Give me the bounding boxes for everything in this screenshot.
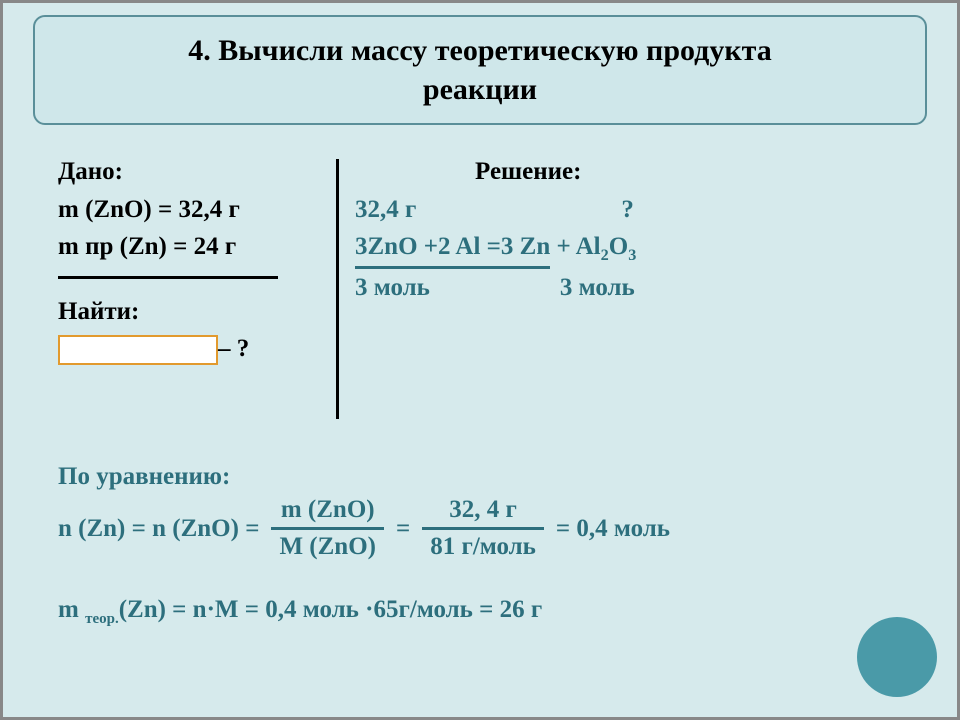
reaction-equation: 3ZnO +2 Al =3 Zn + Al2O3 [355,228,636,269]
mole-left: 3 моль [355,274,430,301]
find-header: Найти: [58,293,328,331]
calc-equation: n (Zn) = n (ZnO) = m (ZnO) M (ZnO) = 32,… [58,495,902,562]
given-block: Дано: m (ZnO) = 32,4 г m пр (Zn) = 24 г … [58,153,328,368]
solution-header: Решение: [355,153,636,191]
eq-sub-3: 3 [628,246,636,264]
given-divider [58,276,278,279]
eq-plus-al: + Al [550,233,600,260]
f2-num: 32, 4 г [441,495,525,527]
f1-den: M (ZnO) [271,527,384,562]
mole-row: 3 моль 3 моль [355,269,636,307]
top-right-q: ? [621,196,634,223]
title-line-2: реакции [423,70,537,109]
fraction-1: m (ZnO) M (ZnO) [271,495,384,562]
eq-zn-underlined: 3 Zn [501,228,550,269]
f1-num: m (ZnO) [273,495,383,527]
mass-sub: теор. [85,611,119,627]
calc-lhs: n (Zn) = n (ZnO) = [58,515,259,543]
eq-sub-2: 2 [601,246,609,264]
eq-left-underlined: 3ZnO +2 Al = [355,228,501,269]
vertical-divider [336,159,339,419]
f2-den: 81 г/моль [422,527,544,562]
given-header: Дано: [58,153,328,191]
mass-b: (Zn) = n·M = 0,4 моль ·65г/моль = 26 г [119,596,543,623]
calc-eq1: = [396,515,410,543]
calculation-block: По уравнению: n (Zn) = n (ZnO) = m (ZnO)… [58,463,902,624]
mass-result: m теор.(Zn) = n·M = 0,4 моль ·65г/моль =… [58,596,902,624]
given-line-2: m пр (Zn) = 24 г [58,228,328,266]
calc-header: По уравнению: [58,463,902,491]
fraction-2: 32, 4 г 81 г/моль [422,495,544,562]
eq-o: O [609,233,628,260]
find-row: – ? [58,330,328,368]
calc-rhs: = 0,4 моль [556,515,670,543]
top-left-value: 32,4 г [355,196,416,223]
find-tail: – ? [218,335,249,362]
work-area: Дано: m (ZnO) = 32,4 г m пр (Zn) = 24 г … [58,153,902,667]
title-box: 4. Вычисли массу теоретическую продукта … [33,15,927,125]
solution-block: Решение: 32,4 г? 3ZnO +2 Al =3 Zn + Al2O… [355,153,636,306]
mass-a: m [58,596,85,623]
title-line-1: 4. Вычисли массу теоретическую продукта [188,31,771,70]
mole-right: 3 моль [560,274,635,301]
decor-circle [857,617,937,697]
find-highlight-box [58,335,218,365]
solution-top-row: 32,4 г? [355,191,636,229]
given-line-1: m (ZnO) = 32,4 г [58,191,328,229]
